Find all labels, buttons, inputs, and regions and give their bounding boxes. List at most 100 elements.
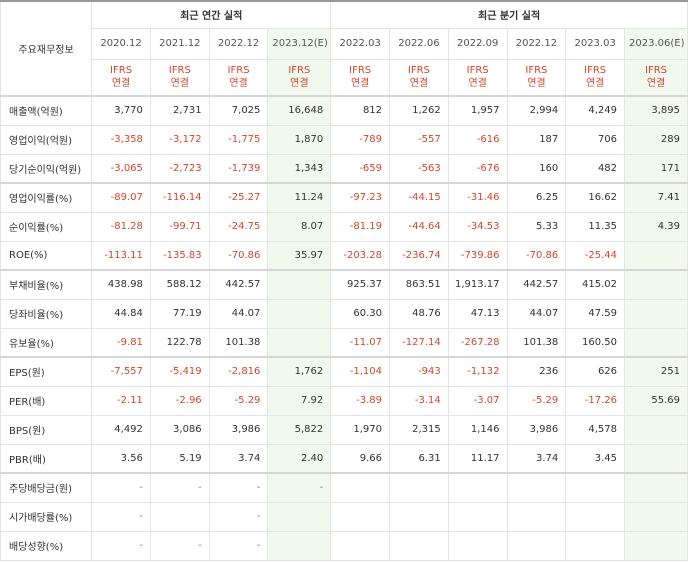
table-cell: -135.83 — [149, 240, 210, 271]
table-cell: -99.71 — [149, 211, 210, 242]
table-cell: 5,822 — [267, 414, 332, 445]
table-cell: -659 — [330, 153, 391, 184]
table-cell: 4,492 — [91, 414, 151, 445]
row-label: 배당성향(%) — [0, 530, 93, 561]
table-cell: -2,723 — [149, 153, 210, 184]
table-cell: 11.24 — [267, 182, 332, 213]
table-cell: -113.11 — [91, 240, 151, 271]
table-cell — [267, 501, 332, 532]
table-cell: -97.23 — [330, 182, 391, 213]
ifrs-line2: 연결 — [170, 78, 189, 90]
table-cell — [624, 414, 688, 445]
ifrs-label: IFRS 연결 — [389, 58, 449, 97]
table-cell: -3,065 — [91, 153, 151, 184]
table-cell: - — [91, 501, 151, 532]
table-cell: -5,419 — [149, 356, 210, 387]
table-cell — [330, 530, 391, 561]
table-cell — [565, 472, 626, 503]
table-cell: 7,025 — [208, 95, 269, 126]
table-row: PBR(배) 3.56 5.19 3.74 2.40 9.66 6.31 11.17 3.74 3… — [0, 443, 688, 474]
table-cell: -89.07 — [91, 182, 151, 213]
table-cell: -1,775 — [208, 124, 269, 155]
ifrs-label: IFRS 연결 — [565, 58, 626, 97]
row-label: 영업이익률(%) — [0, 182, 93, 213]
table-row: 당좌비율(%) 44.84 77.19 44.07 60.30 48.76 47.13 44.… — [0, 298, 688, 329]
table-cell: 1,343 — [267, 153, 332, 184]
table-cell: 47.13 — [447, 298, 508, 329]
table-row: PER(배) -2.11 -2.96 -5.29 7.92 -3.89 -3.14 -3.07… — [0, 385, 688, 416]
table-cell: 482 — [565, 153, 626, 184]
table-cell: -3.14 — [389, 385, 449, 416]
ifrs-line2: 연결 — [350, 78, 370, 90]
table-cell: 4.39 — [624, 211, 688, 242]
ifrs-line2: 연결 — [290, 78, 309, 90]
table-cell: 6.25 — [506, 182, 567, 213]
table-cell — [624, 298, 688, 329]
table-cell: -2.96 — [149, 385, 210, 416]
table-cell: -2,816 — [208, 356, 269, 387]
table-cell: -3,358 — [91, 124, 151, 155]
table-cell: 2,731 — [149, 95, 210, 126]
table-cell: 442.57 — [506, 269, 567, 300]
table-cell: 4,249 — [565, 95, 626, 126]
table-cell: 2,315 — [389, 414, 449, 445]
ifrs-label: IFRS 연결 — [330, 58, 391, 97]
ifrs-line2: 연결 — [468, 78, 487, 90]
table-cell: 160.50 — [565, 327, 626, 358]
period-header: 2022.09 — [447, 27, 508, 60]
table-cell: 2.40 — [267, 443, 332, 474]
table-cell: -2.11 — [91, 385, 151, 416]
table-cell — [447, 472, 508, 503]
table-cell: - — [267, 472, 332, 503]
table-row: 당기순이익(억원) -3,065 -2,723 -1,739 1,343 -659 -563… — [0, 153, 688, 184]
table-cell — [624, 472, 688, 503]
table-cell: 7.41 — [624, 182, 688, 213]
table-cell: 44.07 — [208, 298, 269, 329]
table-cell: -739.86 — [447, 240, 508, 271]
period-header: 2020.12 — [91, 27, 151, 60]
table-row: EPS(원) -7,557 -5,419 -2,816 1,762 -1,104 -943-… — [0, 356, 688, 387]
table-row: 순이익률(%) -81.28 -99.71 -24.75 8.07 -81.19 -44.6… — [0, 211, 688, 242]
period-header: 2022.03 — [330, 27, 391, 60]
table-cell: - — [208, 530, 269, 561]
table-cell — [624, 240, 688, 271]
table-cell: 77.19 — [149, 298, 210, 329]
table-cell: 48.76 — [389, 298, 449, 329]
row-label: EPS(원) — [0, 356, 93, 387]
table-cell: 35.97 — [267, 240, 332, 271]
table-cell: -267.28 — [447, 327, 508, 358]
table-cell: 44.07 — [506, 298, 567, 329]
table-cell: 415.02 — [565, 269, 626, 300]
table-cell: 122.78 — [149, 327, 210, 358]
row-label: 순이익률(%) — [0, 211, 93, 242]
row-label: ROE(%) — [0, 240, 93, 271]
table-row: 주당배당금(원) - - - - — [0, 472, 688, 503]
table-cell: -127.14 — [389, 327, 449, 358]
period-header: 2022.12 — [506, 27, 567, 60]
ifrs-line2: 연결 — [646, 78, 666, 90]
ifrs-label: IFRS 연결 — [91, 58, 151, 97]
period-header: 2022.06 — [389, 27, 449, 60]
table-cell: 1,762 — [267, 356, 332, 387]
table-cell: -70.86 — [506, 240, 567, 271]
table-cell: -203.28 — [330, 240, 391, 271]
table-cell: 1,262 — [389, 95, 449, 126]
ifrs-line1: IFRS — [110, 65, 133, 77]
table-cell: -9.81 — [91, 327, 151, 358]
table-cell: 3,895 — [624, 95, 688, 126]
ifrs-label: IFRS 연결 — [447, 58, 508, 97]
table-cell: 1,146 — [447, 414, 508, 445]
table-cell: 4,578 — [565, 414, 626, 445]
table-cell: -616 — [447, 124, 508, 155]
table-cell: 11.35 — [565, 211, 626, 242]
table-cell: - — [208, 472, 269, 503]
table-cell — [565, 530, 626, 561]
table-cell — [267, 530, 332, 561]
ifrs-label: IFRS 연결 — [149, 58, 210, 97]
table-cell: -81.28 — [91, 211, 151, 242]
table-cell: 3,986 — [506, 414, 567, 445]
table-cell: 3,086 — [149, 414, 210, 445]
row-label: PBR(배) — [0, 443, 93, 474]
row-label: PER(배) — [0, 385, 93, 416]
